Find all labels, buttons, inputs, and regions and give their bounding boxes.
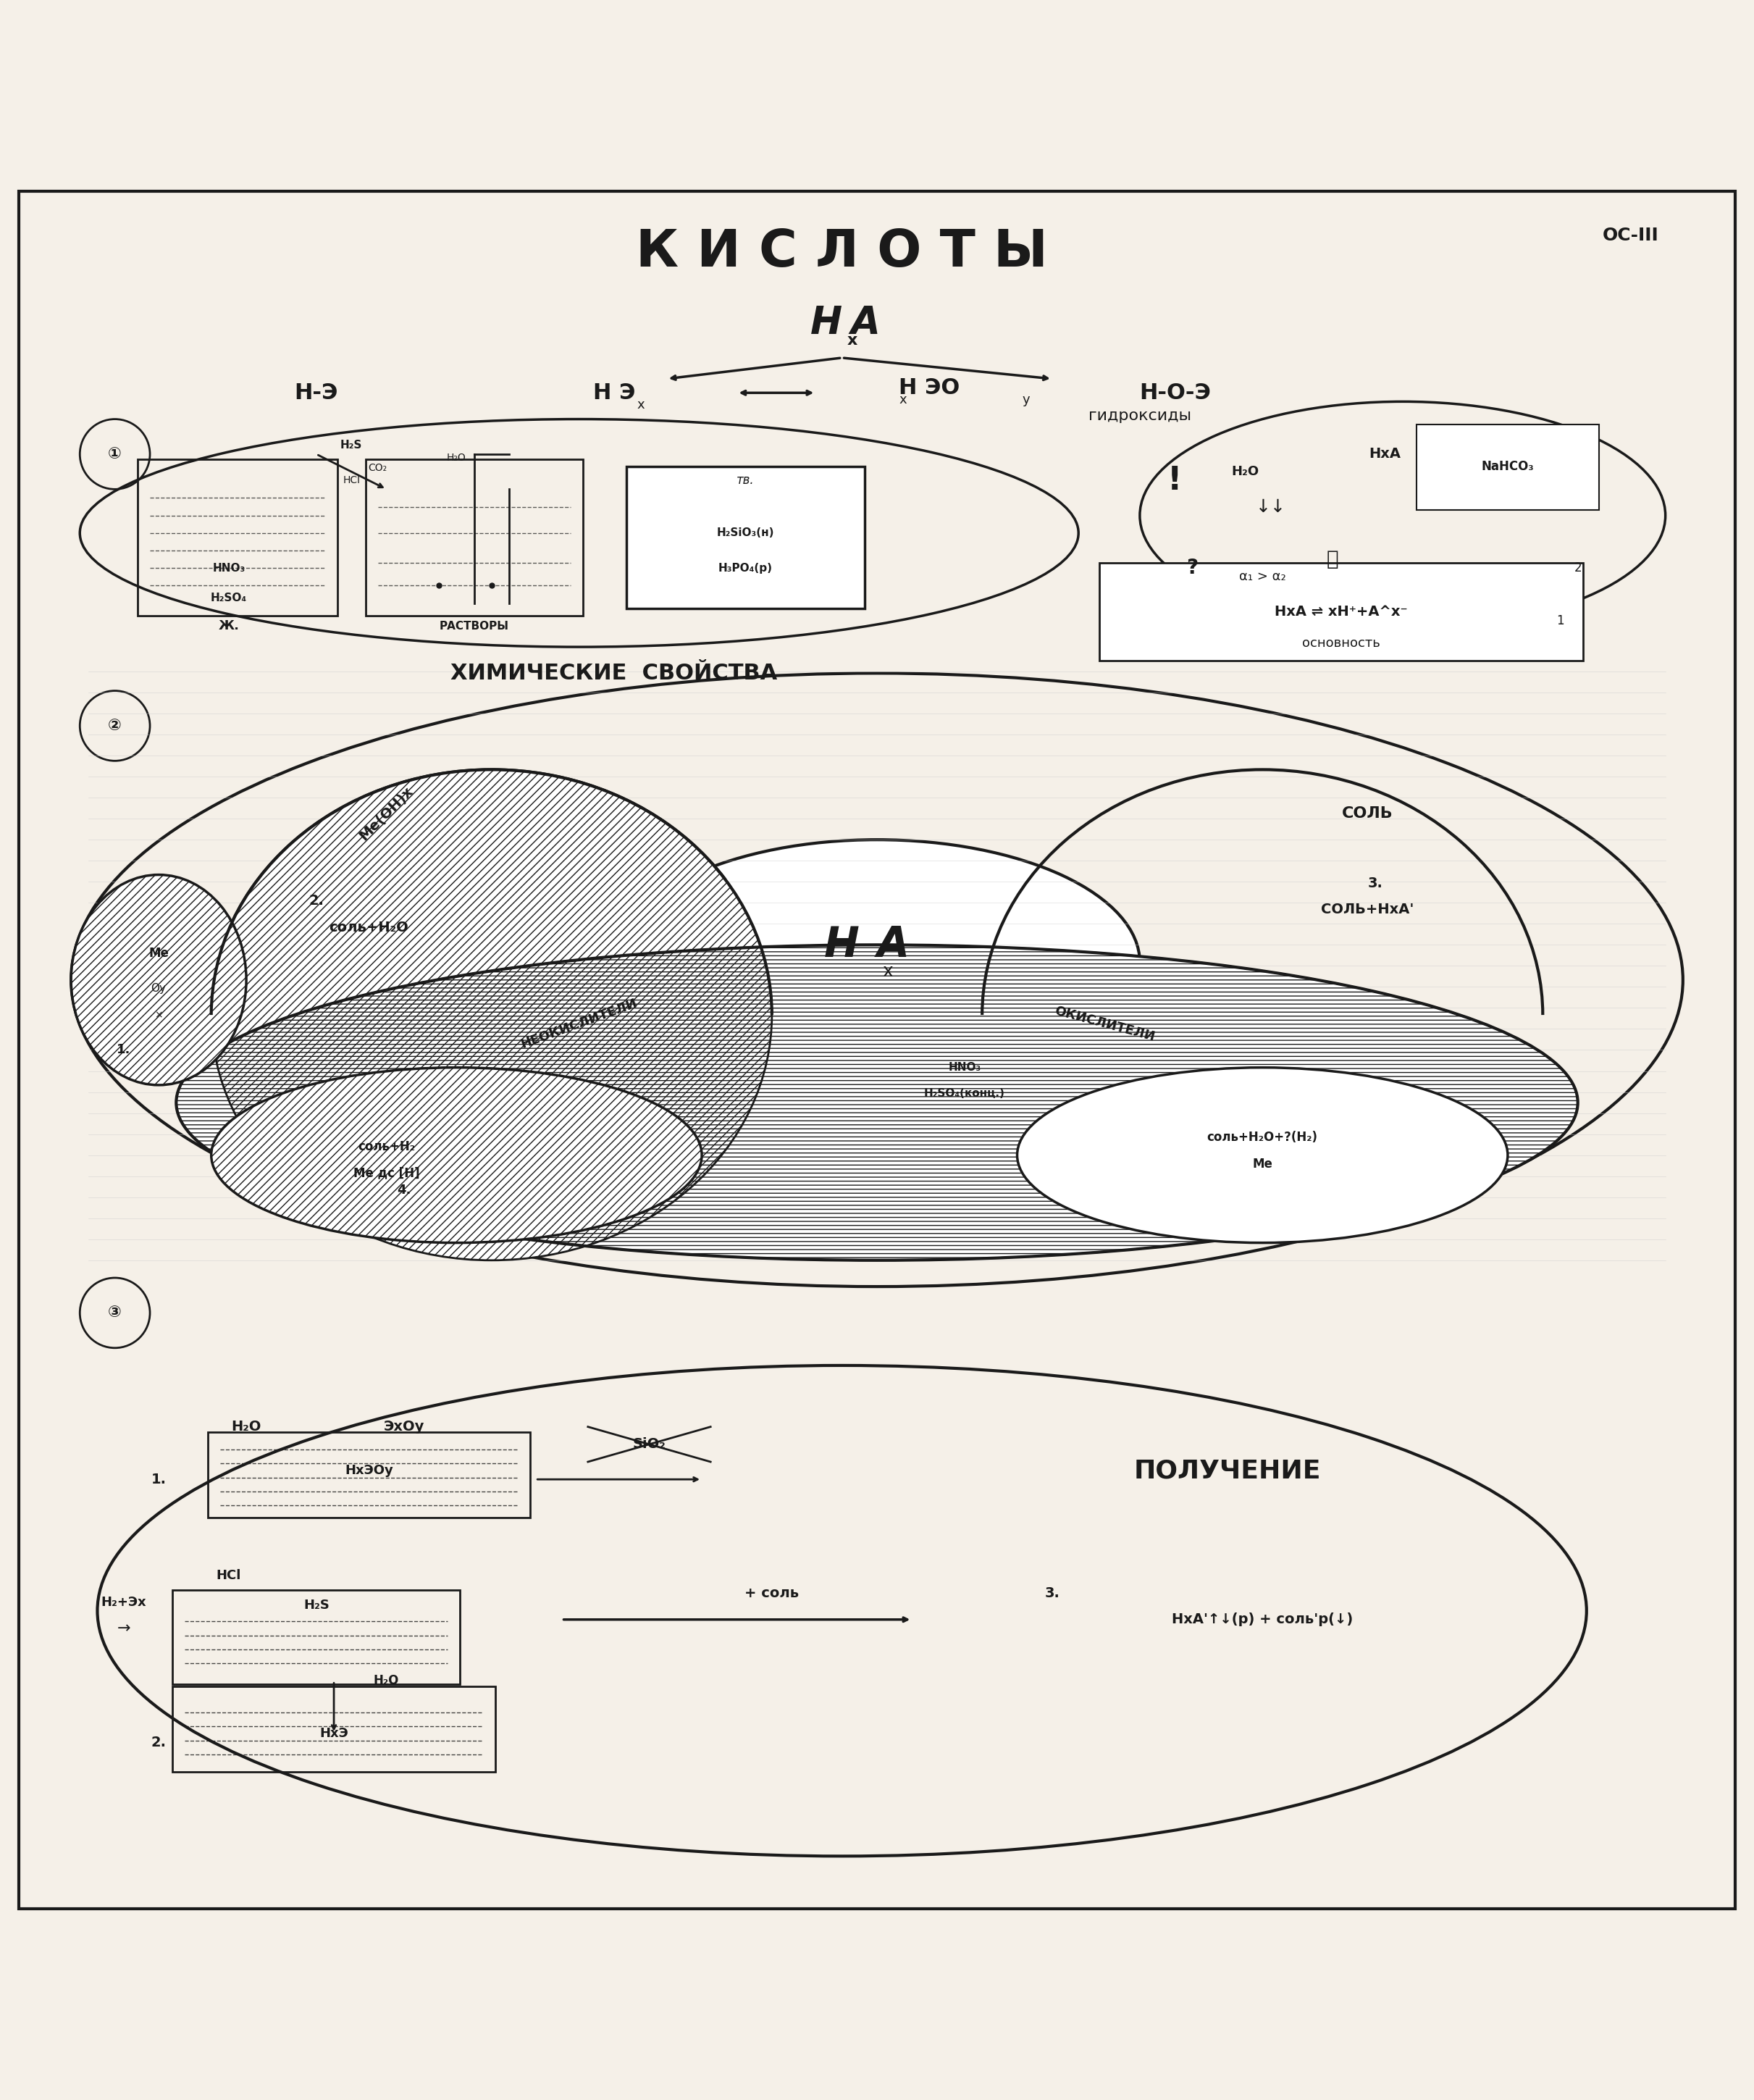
Text: ①: ①: [109, 447, 121, 462]
Text: 1.: 1.: [151, 1472, 167, 1487]
Text: соль+Н₂: соль+Н₂: [358, 1140, 416, 1153]
Text: Ж.: Ж.: [217, 620, 239, 632]
Text: ХИМИЧЕСКИЕ  СВОЙСТВА: ХИМИЧЕСКИЕ СВОЙСТВА: [451, 664, 777, 685]
Text: 🐾: 🐾: [1326, 550, 1338, 569]
Text: ЭхОу: ЭхОу: [384, 1420, 424, 1434]
Text: 2.: 2.: [151, 1735, 167, 1749]
Text: Оу: Оу: [151, 983, 167, 993]
Text: НхЭОу: НхЭОу: [346, 1464, 393, 1476]
Ellipse shape: [175, 945, 1579, 1260]
Text: х: х: [847, 334, 858, 347]
Text: 2.: 2.: [309, 895, 324, 907]
Ellipse shape: [72, 876, 246, 1086]
Text: H₃PO₄(р): H₃PO₄(р): [719, 563, 774, 573]
Text: Н: Н: [810, 304, 842, 342]
Text: НхА: НхА: [1370, 447, 1401, 462]
Text: НЕОКИСЛИТЕЛИ: НЕОКИСЛИТЕЛИ: [519, 997, 638, 1050]
Text: ПОЛУЧЕНИЕ: ПОЛУЧЕНИЕ: [1133, 1457, 1321, 1483]
Text: α₁ > α₂: α₁ > α₂: [1238, 571, 1286, 584]
Text: х: х: [900, 393, 907, 407]
Text: NaHCO₃: NaHCO₃: [1482, 460, 1535, 472]
Text: ↓↓: ↓↓: [1256, 498, 1286, 514]
Ellipse shape: [210, 1067, 702, 1243]
Text: H₂O: H₂O: [1231, 466, 1259, 479]
Text: →: →: [118, 1621, 130, 1636]
Text: соль+Н₂О: соль+Н₂О: [330, 920, 409, 935]
Text: Н-Э: Н-Э: [295, 382, 339, 403]
Text: Н₂SO₄(конц.): Н₂SO₄(конц.): [924, 1088, 1005, 1098]
Text: H₂S: H₂S: [340, 441, 363, 452]
FancyBboxPatch shape: [1100, 563, 1584, 662]
Text: Ме(ОН)х: Ме(ОН)х: [358, 783, 416, 842]
Text: H₂O: H₂O: [447, 454, 467, 462]
Text: Ме дс [H]: Ме дс [H]: [353, 1166, 419, 1180]
Text: гидроксиды: гидроксиды: [1087, 407, 1191, 422]
Text: !: !: [1168, 464, 1182, 496]
Text: Н: Н: [824, 924, 859, 966]
FancyBboxPatch shape: [626, 466, 865, 609]
Text: СОЛЬ+НхА': СОЛЬ+НхА': [1321, 903, 1414, 918]
Text: 1: 1: [1556, 613, 1565, 628]
Text: H₂O: H₂O: [232, 1420, 261, 1434]
Text: HCl: HCl: [342, 475, 360, 485]
Text: РАСТВОРЫ: РАСТВОРЫ: [438, 620, 509, 632]
Ellipse shape: [210, 769, 772, 1260]
Text: + соль: + соль: [745, 1586, 800, 1600]
Text: у: у: [1023, 393, 1030, 407]
Text: К И С Л О Т Ы: К И С Л О Т Ы: [637, 227, 1047, 277]
Text: ②: ②: [109, 718, 121, 733]
Text: ОКИСЛИТЕЛИ: ОКИСЛИТЕЛИ: [1052, 1004, 1156, 1044]
Text: H₂SiO₃(н): H₂SiO₃(н): [717, 527, 774, 538]
Text: НхА ⇌ хН⁺+А^х⁻: НхА ⇌ хН⁺+А^х⁻: [1275, 605, 1408, 620]
Text: 3.: 3.: [1368, 876, 1382, 890]
Text: СОЛЬ: СОЛЬ: [1342, 806, 1393, 821]
Text: НхЭ: НхЭ: [319, 1726, 349, 1741]
Text: H₂O: H₂O: [374, 1674, 400, 1688]
Text: Ме: Ме: [1252, 1157, 1273, 1170]
Text: H₂SO₄: H₂SO₄: [210, 592, 247, 603]
Text: НхА'↑↓(р) + соль'р(↓): НхА'↑↓(р) + соль'р(↓): [1172, 1613, 1352, 1625]
Text: 3.: 3.: [1045, 1586, 1059, 1600]
Text: Н Э: Н Э: [593, 382, 635, 403]
Text: ×: ×: [154, 1010, 163, 1021]
Text: ОС-III: ОС-III: [1601, 227, 1659, 244]
Text: А: А: [851, 304, 881, 342]
Text: SiO₂: SiO₂: [633, 1436, 667, 1451]
Text: Н ЭО: Н ЭО: [900, 378, 959, 399]
Text: HCl: HCl: [216, 1569, 242, 1581]
Text: 4.: 4.: [396, 1184, 410, 1197]
Text: тв.: тв.: [737, 475, 754, 487]
Text: CO₂: CO₂: [368, 464, 388, 472]
Ellipse shape: [1017, 1067, 1508, 1243]
Text: HNO₃: HNO₃: [212, 563, 246, 573]
Text: А: А: [877, 924, 910, 966]
Text: 2: 2: [1573, 561, 1582, 575]
FancyBboxPatch shape: [1417, 424, 1600, 510]
Text: основность: основность: [1301, 636, 1380, 649]
Text: х: х: [637, 399, 644, 412]
Text: Ме: Ме: [149, 947, 168, 960]
Text: 1.: 1.: [116, 1044, 130, 1056]
Text: Н-О-Э: Н-О-Э: [1138, 382, 1210, 403]
Text: H₂+Эх: H₂+Эх: [102, 1596, 146, 1609]
Text: х: х: [882, 962, 893, 981]
Text: НNO₃: НNO₃: [949, 1063, 980, 1073]
Text: ③: ③: [109, 1306, 121, 1321]
Text: H₂S: H₂S: [303, 1598, 330, 1613]
Text: ?: ?: [1186, 559, 1198, 578]
Ellipse shape: [614, 840, 1140, 1086]
Text: соль+Н₂О+?(Н₂): соль+Н₂О+?(Н₂): [1207, 1132, 1317, 1145]
